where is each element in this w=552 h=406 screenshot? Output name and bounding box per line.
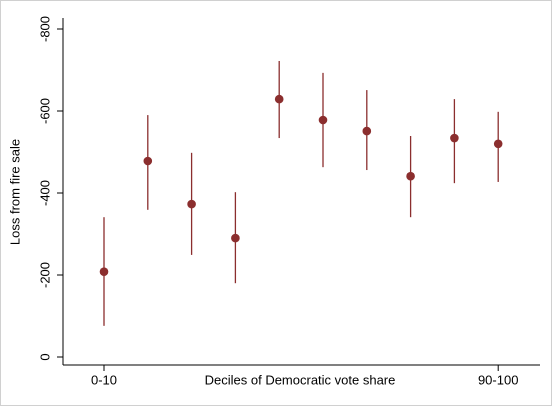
y-tick-label: -600: [37, 98, 52, 124]
y-tick-label: -800: [37, 16, 52, 42]
point: [274, 94, 284, 104]
y-axis-label: Loss from fire sale: [7, 139, 22, 245]
point: [493, 139, 503, 149]
y-tick-label: 0: [37, 353, 52, 360]
point: [187, 199, 196, 209]
x-tick-label: 90-100: [478, 372, 518, 387]
x-tick-label: 0-10: [91, 372, 117, 387]
x-axis-label: Deciles of Democratic vote share: [205, 372, 396, 387]
point: [143, 156, 153, 166]
point: [231, 233, 240, 243]
point: [406, 171, 415, 181]
point: [318, 115, 328, 125]
y-tick-label: -400: [37, 180, 52, 206]
point: [362, 126, 372, 136]
point: [450, 133, 459, 143]
point: [99, 267, 109, 277]
y-tick-label: -200: [37, 262, 52, 288]
